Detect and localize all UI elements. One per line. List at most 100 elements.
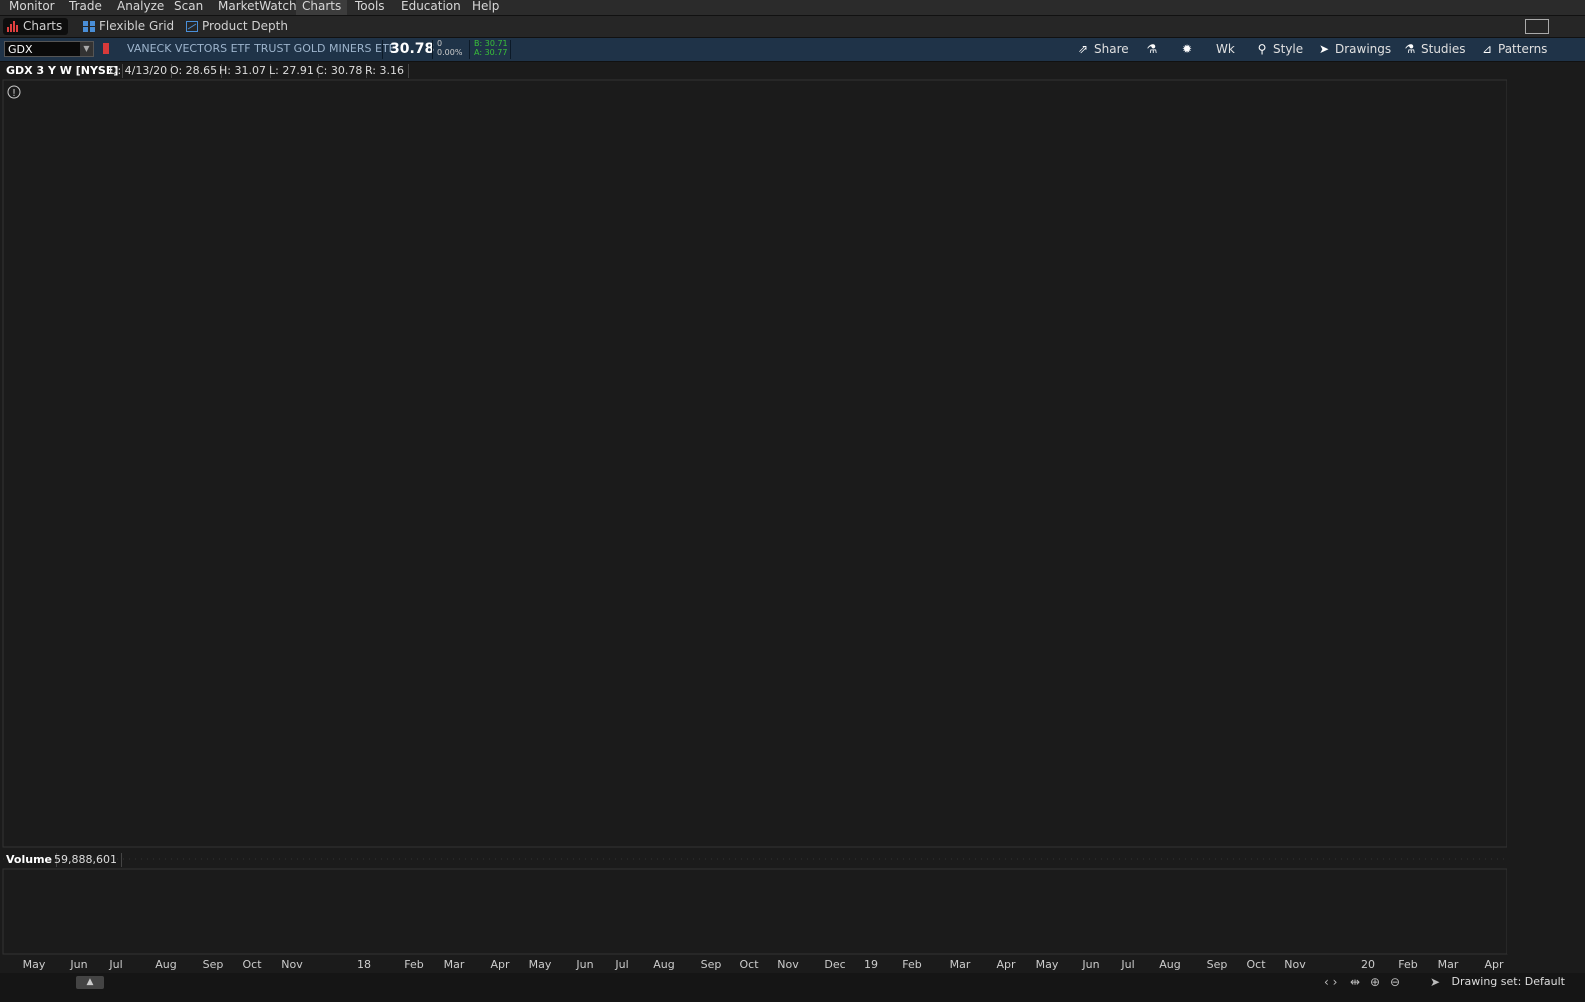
x-axis-label: Aug bbox=[1159, 958, 1180, 971]
flag-icon[interactable] bbox=[103, 43, 109, 54]
divider bbox=[469, 40, 470, 59]
pan-icon[interactable]: ⇹ bbox=[1350, 975, 1361, 989]
tab-charts-label: Charts bbox=[23, 19, 63, 33]
gear-icon: ✹ bbox=[1181, 42, 1193, 56]
x-axis-label: Apr bbox=[996, 958, 1016, 971]
cursor-icon[interactable]: ➤ bbox=[1430, 975, 1441, 989]
x-axis-label: Nov bbox=[1284, 958, 1306, 971]
volume-panel bbox=[2, 868, 1508, 955]
x-axis-label: Jul bbox=[108, 958, 122, 971]
x-axis-label: Oct bbox=[242, 958, 262, 971]
bar-chart-icon bbox=[7, 21, 18, 32]
info-close: C: 30.78 bbox=[316, 64, 368, 78]
cursor-icon: ➤ bbox=[1318, 42, 1330, 56]
menu-help[interactable]: Help bbox=[472, 0, 500, 13]
menu-tools[interactable]: Tools bbox=[355, 0, 385, 13]
x-axis-label: Jul bbox=[614, 958, 628, 971]
x-axis-label: Sep bbox=[701, 958, 722, 971]
tab-flexible-grid-label: Flexible Grid bbox=[99, 19, 175, 33]
info-range: R: 3.16 bbox=[365, 64, 409, 78]
menu-bar: Monitor Trade Analyze Scan MarketWatch C… bbox=[0, 0, 1585, 16]
x-axis-label: Jun bbox=[575, 958, 593, 971]
x-axis-label: Jul bbox=[1120, 958, 1134, 971]
volume-header: Volume 59,888,601 bbox=[0, 851, 1508, 869]
zoom-icon[interactable]: ⊖ bbox=[1390, 975, 1401, 989]
x-axis-label: Nov bbox=[777, 958, 799, 971]
x-axis-label: Feb bbox=[404, 958, 423, 971]
flask-icon: ⚗ bbox=[1404, 42, 1416, 56]
flask-icon: ⚗ bbox=[1146, 42, 1158, 56]
x-axis-label: May bbox=[23, 958, 46, 971]
window-maximize-icon[interactable] bbox=[1525, 19, 1549, 34]
tab-charts[interactable]: Charts bbox=[3, 18, 69, 35]
x-axis-label: May bbox=[529, 958, 552, 971]
tab-product-depth-label: Product Depth bbox=[202, 19, 288, 33]
x-axis-label: Mar bbox=[950, 958, 971, 971]
info-open: O: 28.65 bbox=[170, 64, 223, 78]
divider bbox=[382, 40, 383, 59]
x-axis-label: Nov bbox=[281, 958, 303, 971]
x-axis-label: 18 bbox=[357, 958, 371, 971]
menu-scan[interactable]: Scan bbox=[174, 0, 204, 13]
x-axis-label: Aug bbox=[155, 958, 176, 971]
menu-charts[interactable]: Charts bbox=[296, 0, 348, 15]
bottom-bar: ▲ ‹ › ⇹ ⊕ ⊖ ➤ Drawing set: Default bbox=[0, 973, 1585, 1002]
x-axis-label: Oct bbox=[1246, 958, 1266, 971]
info-icon bbox=[7, 85, 21, 99]
x-axis-label: 20 bbox=[1361, 958, 1375, 971]
crosshair-icon[interactable]: ⊕ bbox=[1370, 975, 1381, 989]
scroll-arrows-icon[interactable]: ‹ › bbox=[1324, 975, 1338, 989]
volume-label: Volume bbox=[6, 853, 57, 867]
info-high: H: 31.07 bbox=[219, 64, 271, 78]
menu-marketwatch[interactable]: MarketWatch bbox=[218, 0, 297, 13]
price-chart[interactable]: 2017 year2018 year2019 year 151617181920… bbox=[0, 0, 1585, 973]
chart-title: GDX 3 Y W [NYSE] bbox=[6, 64, 124, 78]
style-button[interactable]: ⚲ Style bbox=[1255, 41, 1304, 58]
divider bbox=[510, 40, 511, 59]
menu-analyze[interactable]: Analyze bbox=[117, 0, 165, 13]
drawings-button[interactable]: ➤ Drawings bbox=[1318, 42, 1392, 56]
share-icon: ⇗ bbox=[1077, 42, 1089, 56]
product-depth-icon bbox=[186, 21, 198, 32]
x-axis-label: 19 bbox=[864, 958, 878, 971]
info-low: L: 27.91 bbox=[269, 64, 319, 78]
x-axis-label: Aug bbox=[653, 958, 674, 971]
scroll-expand-icon[interactable]: ▲ bbox=[76, 976, 104, 989]
symbol-dropdown-icon[interactable]: ▼ bbox=[80, 42, 93, 56]
x-axis-label: May bbox=[1036, 958, 1059, 971]
last-price: 30.78 bbox=[390, 41, 435, 57]
info-icon-glyph: ! bbox=[12, 88, 16, 99]
x-axis-label: Feb bbox=[1398, 958, 1417, 971]
share-button[interactable]: ⇗ Share bbox=[1077, 42, 1129, 56]
x-axis-labels: May Jun Jul Aug Sep Oct Nov 18 Feb Mar Apr May Jun Ju… bbox=[23, 958, 1504, 971]
grid-icon bbox=[83, 21, 95, 32]
symbol-description: VANECK VECTORS ETF TRUST GOLD MINERS ETF bbox=[127, 42, 395, 55]
tab-flexible-grid[interactable]: Flexible Grid bbox=[79, 18, 180, 35]
drawing-set-label[interactable]: Drawing set: Default bbox=[1451, 975, 1565, 988]
aggregation-button[interactable]: Wk bbox=[1216, 42, 1235, 56]
symbol-input[interactable]: GDX bbox=[4, 41, 94, 57]
tab-product-depth[interactable]: Product Depth bbox=[182, 18, 294, 35]
sub-tab-bar: Charts Flexible Grid Product Depth bbox=[0, 16, 1585, 38]
patterns-button[interactable]: ⊿ Patterns bbox=[1481, 42, 1548, 56]
bid-ask: B: 30.71 A: 30.77 bbox=[474, 39, 508, 57]
right-axis-area bbox=[1507, 62, 1585, 954]
divider bbox=[432, 40, 433, 59]
menu-monitor[interactable]: Monitor bbox=[9, 0, 55, 13]
x-axis-label: Apr bbox=[1484, 958, 1504, 971]
volume-value: 59,888,601 bbox=[54, 853, 122, 867]
studies-button[interactable]: ⚗ Studies bbox=[1404, 42, 1466, 56]
menu-trade[interactable]: Trade bbox=[69, 0, 102, 13]
x-axis-label: Feb bbox=[902, 958, 921, 971]
price-panel bbox=[2, 79, 1508, 848]
flask-button[interactable]: ⚗ bbox=[1145, 41, 1163, 58]
symbol-toolbar: GDX ▼ VANECK VECTORS ETF TRUST GOLD MINE… bbox=[0, 38, 1585, 62]
x-axis-label: Apr bbox=[490, 958, 510, 971]
x-axis-label: Oct bbox=[739, 958, 759, 971]
info-date: D: 4/13/20 bbox=[109, 64, 173, 78]
x-axis-label: Jun bbox=[69, 958, 87, 971]
x-axis-label: Mar bbox=[1438, 958, 1459, 971]
settings-button[interactable]: ✹ bbox=[1180, 41, 1198, 58]
menu-education[interactable]: Education bbox=[401, 0, 461, 13]
x-axis-label: Jun bbox=[1081, 958, 1099, 971]
